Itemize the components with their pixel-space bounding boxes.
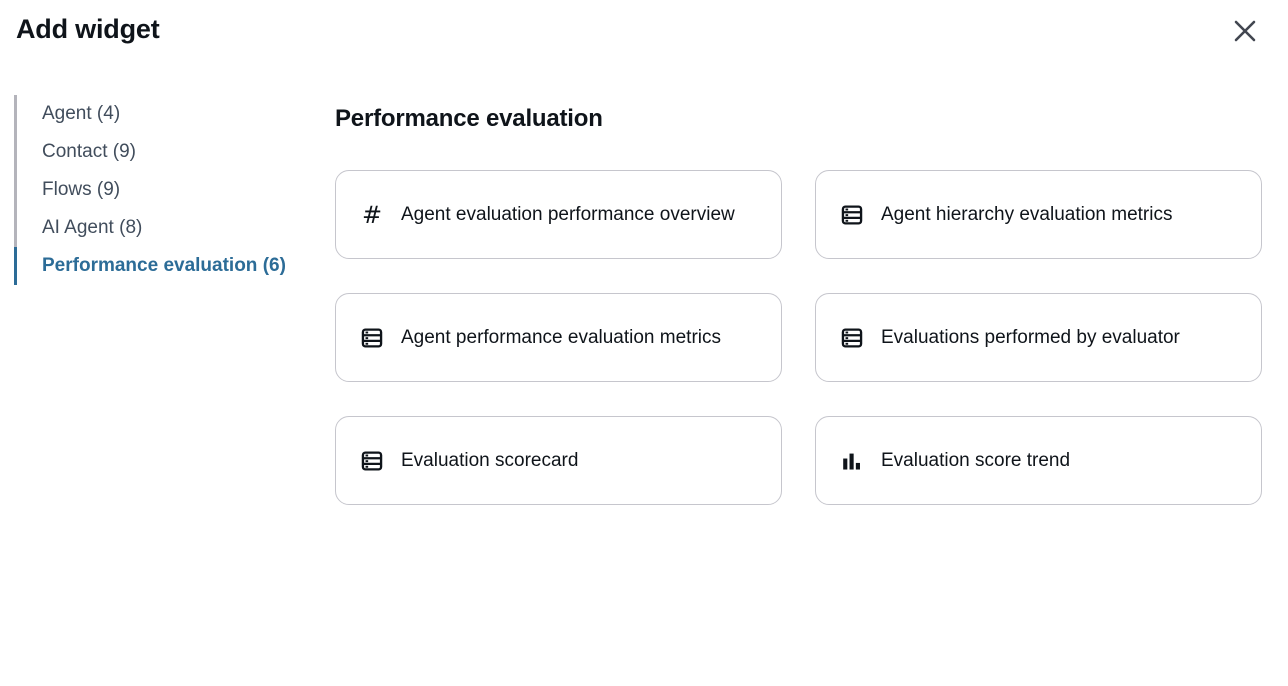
sidebar-nav: Agent (4) Contact (9) Flows (9) AI Agent… [14,95,324,285]
table-icon [360,450,384,472]
sidebar-item-ai-agent[interactable]: AI Agent (8) [42,217,143,238]
table-icon [840,204,864,226]
widget-category-sidebar: Agent (4) Contact (9) Flows (9) AI Agent… [14,95,324,285]
widget-card-agent-evaluation-performance-overview[interactable]: # Agent evaluation performance overview [335,170,782,259]
widget-card-evaluations-performed-by-evaluator[interactable]: Evaluations performed by evaluator [815,293,1262,382]
widget-card-agent-hierarchy-evaluation-metrics[interactable]: Agent hierarchy evaluation metrics [815,170,1262,259]
hash-icon: # [361,200,383,229]
close-icon [1231,17,1259,45]
widget-list-panel: Performance evaluation # Agent evaluatio… [335,104,1262,505]
widget-label: Evaluation scorecard [401,450,579,471]
widget-card-evaluation-score-trend[interactable]: Evaluation score trend [815,416,1262,505]
widget-label: Agent evaluation performance overview [401,204,735,225]
sidebar-item-contact[interactable]: Contact (9) [42,141,136,162]
sidebar-item-flows[interactable]: Flows (9) [42,179,121,200]
widget-label: Evaluation score trend [881,450,1071,471]
close-button[interactable] [1228,14,1262,48]
widget-label: Agent hierarchy evaluation metrics [881,204,1173,225]
widget-grid: # Agent evaluation performance overview … [335,170,1262,505]
sidebar-item-performance-evaluation[interactable]: Performance evaluation (6) [14,247,324,285]
category-heading: Performance evaluation [335,105,603,132]
dialog-title: Add widget [16,14,160,44]
table-icon [360,327,384,349]
widget-label: Evaluations performed by evaluator [881,327,1180,348]
table-icon [840,327,864,349]
bar-chart-icon [840,450,864,472]
widget-card-evaluation-scorecard[interactable]: Evaluation scorecard [335,416,782,505]
sidebar-item-agent[interactable]: Agent (4) [42,103,121,124]
widget-label: Agent performance evaluation metrics [401,327,721,348]
widget-card-agent-performance-evaluation-metrics[interactable]: Agent performance evaluation metrics [335,293,782,382]
